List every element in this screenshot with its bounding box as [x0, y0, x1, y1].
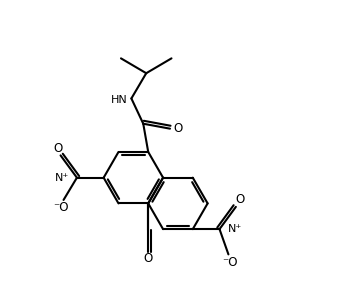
Text: O: O [143, 252, 153, 265]
Text: HN: HN [110, 95, 128, 105]
Text: ⁻O: ⁻O [53, 201, 68, 214]
Text: N⁺: N⁺ [55, 173, 69, 183]
Text: O: O [53, 142, 62, 155]
Text: O: O [235, 194, 244, 206]
Text: O: O [173, 122, 183, 135]
Text: ⁻O: ⁻O [223, 256, 238, 269]
Text: N⁺: N⁺ [227, 224, 242, 234]
